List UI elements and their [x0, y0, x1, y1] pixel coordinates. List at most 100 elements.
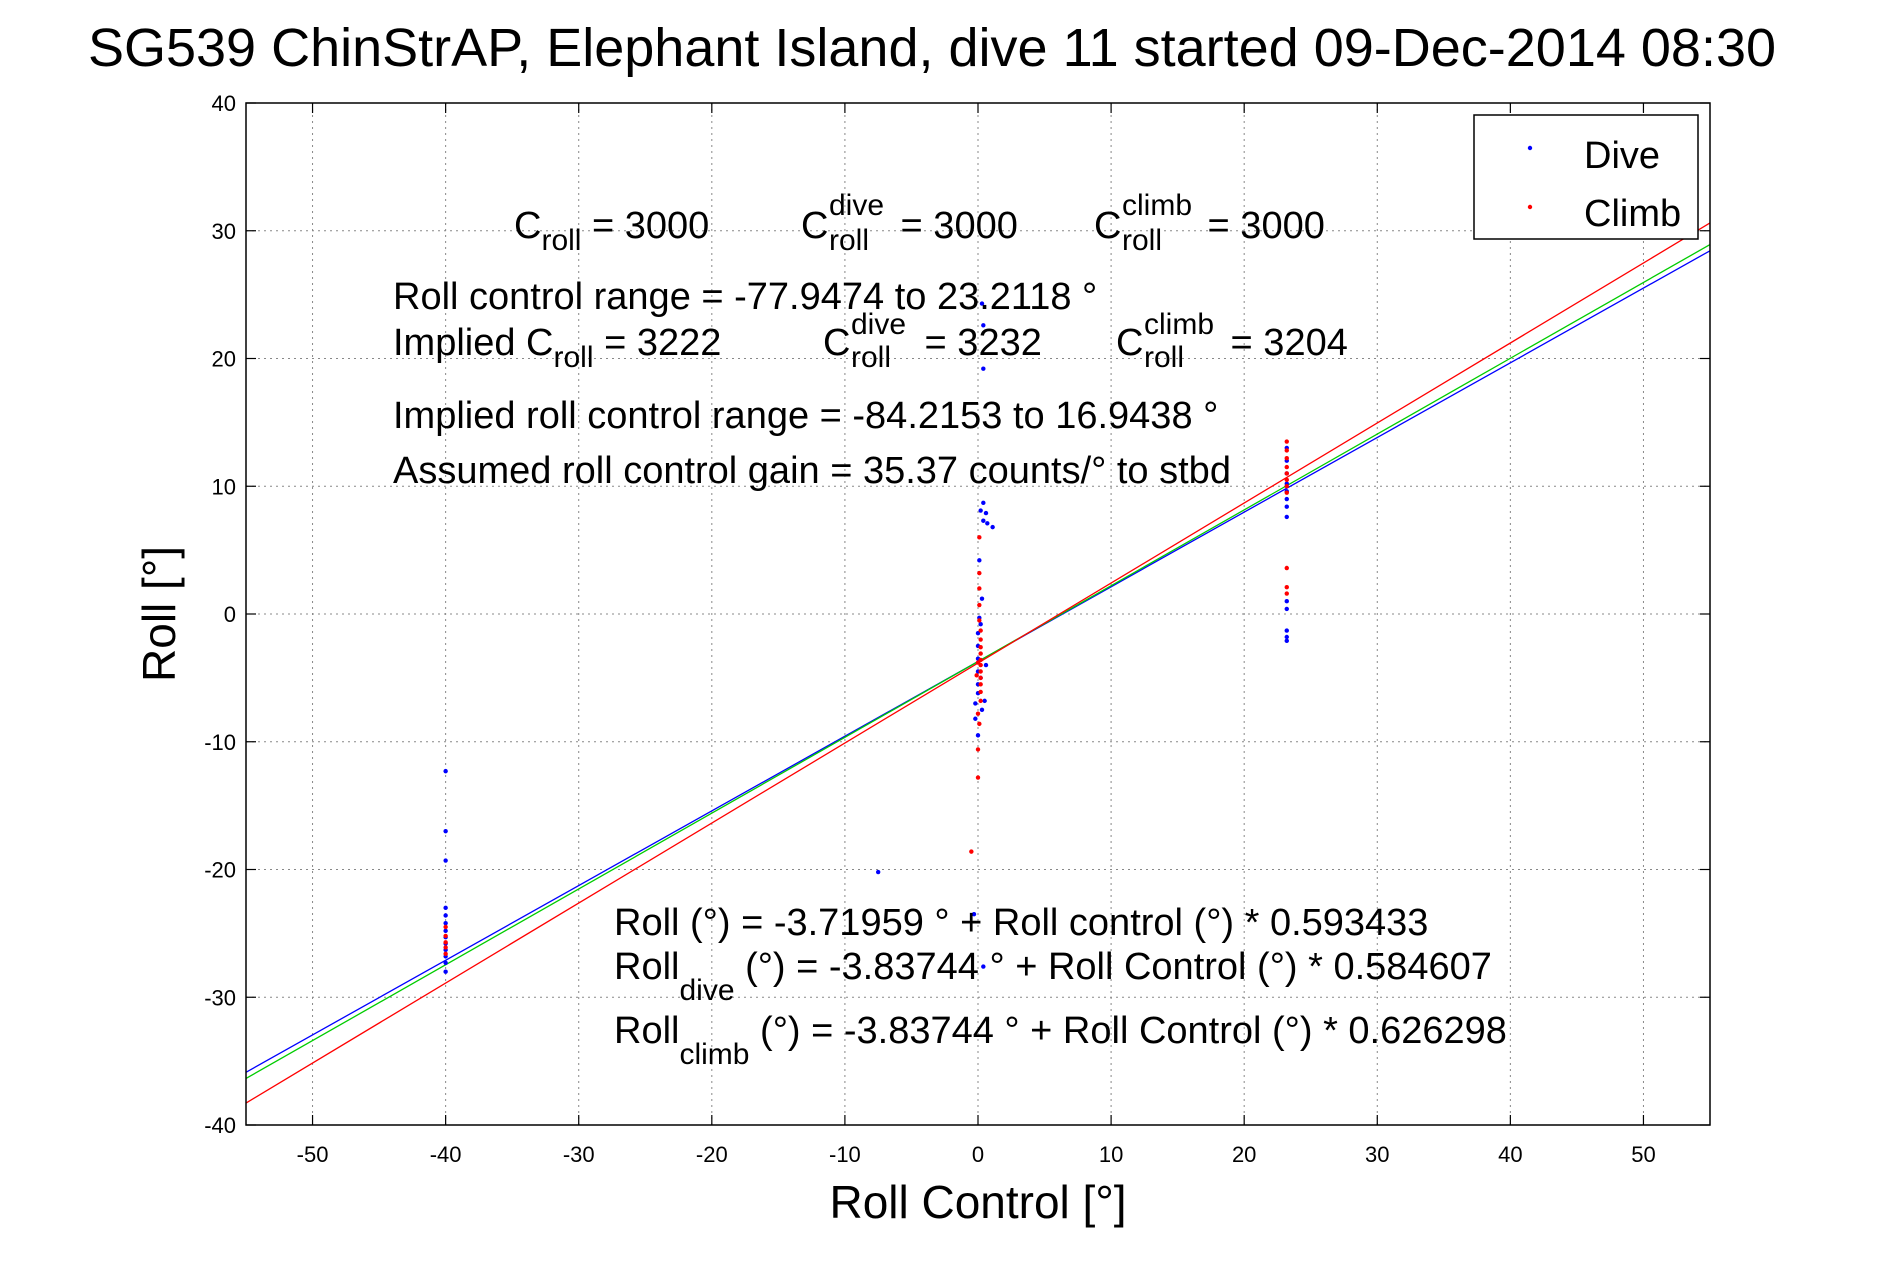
dive-point — [1284, 599, 1289, 604]
axis-ticks: -50 -40 -30 -20 -10 0 10 20 30 40 50 -40 -30 -20 -10 0 1… — [204, 91, 1710, 1167]
x-tick-label: 40 — [1498, 1142, 1522, 1167]
dive-point — [990, 524, 995, 530]
annotation-implied-c-dive: Cdive roll = 3232 — [823, 308, 1042, 374]
annotation-implied-c-climb: Cclimb roll = 3204 — [1116, 308, 1348, 374]
dive-point — [975, 733, 981, 738]
dive-point — [981, 366, 986, 371]
x-tick-label: -50 — [297, 1142, 329, 1167]
annotations: Croll = 3000 Cdive roll = 3000 Cclimb roll… — [393, 189, 1507, 1071]
annotation-c-roll: Croll = 3000 — [514, 205, 709, 257]
dive-point — [1284, 504, 1289, 509]
legend-label-climb: Climb — [1584, 193, 1681, 235]
dive-point — [1284, 634, 1289, 640]
annotation-fit-climb: Rollclimb (°) = -3.83744 ° + Roll Contro… — [614, 1010, 1507, 1071]
x-tick-label: -30 — [563, 1142, 595, 1167]
legend: Dive Climb — [1473, 114, 1699, 240]
climb-point — [1284, 477, 1289, 483]
dive-point — [443, 858, 448, 863]
dive-point — [978, 622, 983, 627]
legend-marker-climb — [1527, 204, 1533, 210]
annotation-c-roll-dive: Cdive roll = 3000 — [801, 189, 1018, 257]
dive-point — [875, 869, 881, 875]
y-tick-label: 20 — [212, 347, 236, 372]
annotation-fit-dive: Rolldive (°) = -3.83744 ° + Roll Control… — [614, 946, 1492, 1007]
climb-point — [1284, 471, 1289, 476]
climb-point — [977, 570, 982, 576]
climb-point — [978, 675, 983, 681]
climb-point — [1284, 565, 1289, 571]
climb-point — [1284, 464, 1289, 470]
dive-point — [981, 323, 986, 328]
climb-point — [978, 637, 983, 642]
data-points — [443, 301, 1289, 974]
dive-point — [971, 912, 977, 917]
climb-point — [978, 645, 983, 650]
climb-point — [977, 535, 982, 540]
climb-point — [977, 586, 982, 591]
dive-point — [443, 768, 448, 774]
legend-label-dive: Dive — [1584, 135, 1660, 177]
dive-point — [981, 518, 986, 523]
climb-point — [1284, 584, 1289, 590]
climb-point — [974, 673, 979, 678]
dive-point — [979, 301, 985, 306]
y-tick-label: 0 — [224, 602, 236, 627]
climb-point — [1284, 448, 1289, 453]
x-tick-label: -40 — [430, 1142, 462, 1167]
y-axis-label: Roll [°] — [133, 546, 185, 682]
x-tick-label: 0 — [972, 1142, 984, 1167]
climb-point — [443, 951, 448, 957]
dive-point — [979, 596, 985, 601]
dive-point — [973, 701, 978, 706]
y-tick-label: 10 — [212, 474, 236, 499]
dive-point — [981, 964, 986, 969]
dive-point — [985, 521, 990, 526]
x-axis-label: Roll Control [°] — [829, 1176, 1126, 1228]
x-tick-label: 10 — [1099, 1142, 1123, 1167]
climb-point — [443, 924, 448, 930]
y-tick-label: -10 — [204, 730, 236, 755]
climb-point — [978, 689, 983, 695]
climb-point — [978, 651, 983, 656]
dive-point — [981, 500, 986, 506]
x-tick-label: 50 — [1631, 1142, 1655, 1167]
dive-point — [443, 969, 448, 974]
dive-point — [983, 662, 989, 668]
annotation-fit-all: Roll (°) = -3.71959 ° + Roll control (°)… — [614, 902, 1428, 944]
y-tick-label: 30 — [212, 219, 236, 244]
x-tick-label: 20 — [1232, 1142, 1256, 1167]
legend-box — [1473, 114, 1699, 240]
annotation-c-roll-climb: Cclimb roll = 3000 — [1094, 189, 1325, 257]
climb-point — [978, 698, 983, 704]
climb-point — [975, 660, 981, 665]
climb-point — [978, 628, 983, 633]
x-tick-label: -10 — [829, 1142, 861, 1167]
dive-point — [1284, 606, 1289, 612]
dive-point — [443, 828, 448, 834]
climb-point — [975, 747, 981, 752]
annotation-gain: Assumed roll control gain = 35.37 counts… — [393, 450, 1231, 492]
climb-point — [1284, 439, 1289, 444]
climb-point — [1284, 484, 1289, 489]
climb-point — [977, 721, 982, 727]
climb-point — [978, 669, 983, 674]
dive-point — [978, 508, 983, 513]
y-tick-label: 40 — [212, 91, 236, 116]
dive-point — [979, 707, 985, 713]
climb-point — [977, 618, 982, 623]
climb-point — [443, 933, 448, 939]
x-tick-label: 30 — [1365, 1142, 1389, 1167]
dive-point — [443, 905, 448, 911]
climb-point — [443, 940, 448, 945]
y-tick-label: -40 — [204, 1113, 236, 1138]
climb-point — [969, 849, 974, 854]
dive-point — [977, 558, 982, 563]
legend-marker-dive — [1527, 145, 1533, 151]
y-tick-label: -20 — [204, 858, 236, 883]
x-tick-label: -20 — [696, 1142, 728, 1167]
climb-point — [1284, 490, 1289, 495]
chart-title: SG539 ChinStrAP, Elephant Island, dive 1… — [88, 18, 1776, 78]
annotation-implied-c-roll: Implied Croll = 3222 — [393, 322, 721, 374]
climb-point — [1284, 455, 1289, 461]
dive-point — [983, 510, 989, 516]
